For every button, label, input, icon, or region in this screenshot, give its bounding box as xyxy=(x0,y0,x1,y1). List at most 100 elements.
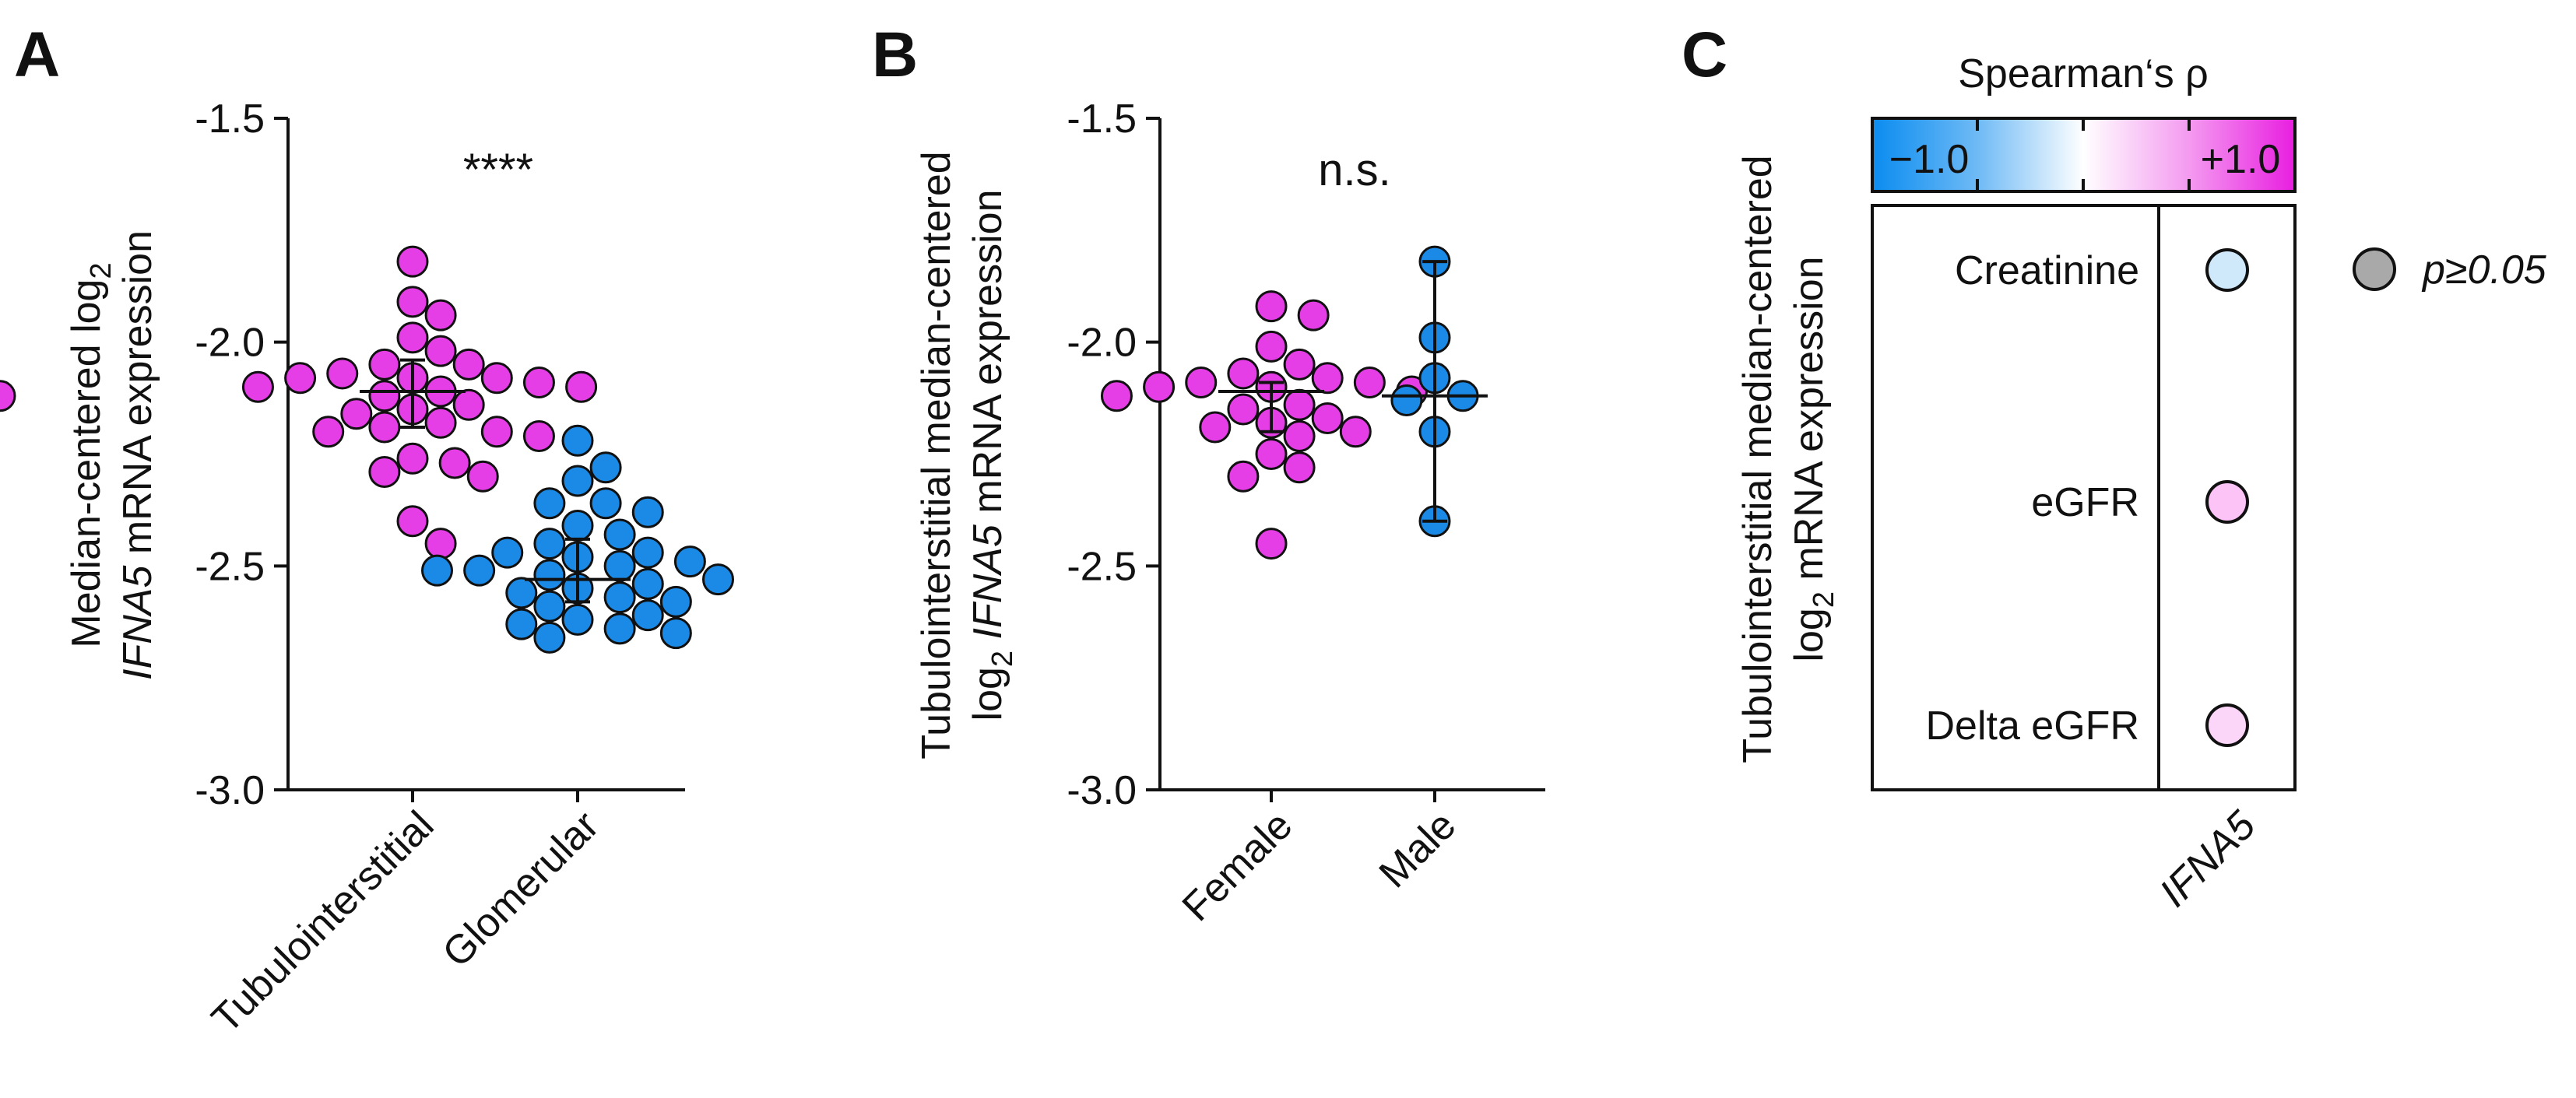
y-label-c: Tubulointerstitial median-centered log2 … xyxy=(1735,155,1840,763)
b-point-female xyxy=(1199,411,1232,444)
a-point-tubulointerstitial xyxy=(396,286,429,318)
b-point-female xyxy=(1339,416,1372,448)
y-tick-label: -2.0 xyxy=(195,321,265,366)
category-label-tubulointerstitial: Tubulointerstitial xyxy=(203,802,442,1041)
b-point-female xyxy=(1185,366,1218,398)
a-point-glomerular xyxy=(659,617,692,650)
a-point-glomerular xyxy=(561,510,594,542)
b-point-female xyxy=(1297,299,1330,332)
y-tick-label: -2.5 xyxy=(1067,544,1137,589)
b-point-female xyxy=(1100,380,1133,412)
panel-label-b: B xyxy=(872,19,918,90)
colorbar-max-label: +1.0 xyxy=(2201,137,2281,182)
y-label-b: Tubulointerstitial median-centered log2 … xyxy=(914,151,1019,759)
a-point-tubulointerstitial xyxy=(424,406,457,439)
a-point-glomerular xyxy=(533,528,566,560)
colorbar-title: Spearman‘s ρ xyxy=(1958,51,2209,96)
a-point-tubulointerstitial xyxy=(368,456,401,489)
y-label-a-line2: IFNA5 mRNA expression xyxy=(115,230,160,680)
a-point-glomerular xyxy=(702,563,734,596)
a-point-glomerular xyxy=(463,554,496,587)
a-point-glomerular xyxy=(533,590,566,623)
a-point-glomerular xyxy=(533,487,566,520)
b-point-female xyxy=(1311,362,1344,395)
y-ticks-a: -3.0 -2.5 -2.0 -1.5 xyxy=(195,96,288,813)
b-point-male xyxy=(1390,384,1423,416)
y-tick-label: -2.5 xyxy=(195,544,265,589)
a-point-tubulointerstitial xyxy=(480,416,513,448)
a-point-tubulointerstitial xyxy=(522,366,555,398)
bubble-delta-egfr xyxy=(2205,703,2249,747)
a-point-glomerular xyxy=(631,536,664,569)
heatmap-cells: Creatinine eGFR Delta eGFR xyxy=(1925,248,2249,749)
a-point-tubulointerstitial xyxy=(368,348,401,381)
heatmap-frame xyxy=(1871,204,2297,791)
a-point-glomerular xyxy=(491,536,524,569)
y-tick-label: -2.0 xyxy=(1067,321,1137,366)
a-point-tubulointerstitial xyxy=(368,411,401,444)
y-label-c-line2: log2 mRNA expression xyxy=(1787,256,1840,661)
colorbar-min-label: −1.0 xyxy=(1889,137,1970,182)
bubble-egfr xyxy=(2205,480,2249,524)
a-point-tubulointerstitial xyxy=(326,357,359,390)
panel-label-a: A xyxy=(14,19,60,90)
a-point-tubulointerstitial xyxy=(396,505,429,538)
a-point-tubulointerstitial xyxy=(438,447,471,479)
a-point-glomerular xyxy=(603,581,636,614)
b-point-female xyxy=(1143,370,1176,403)
a-point-glomerular xyxy=(631,567,664,600)
a-point-tubulointerstitial xyxy=(452,388,485,421)
significance-legend: p≥0.05 xyxy=(2353,247,2547,293)
a-point-tubulointerstitial xyxy=(466,460,499,493)
a-point-glomerular xyxy=(589,487,622,520)
a-point-glomerular xyxy=(505,577,538,609)
a-point-glomerular xyxy=(631,599,664,632)
a-point-glomerular xyxy=(533,559,566,591)
a-point-glomerular xyxy=(589,451,622,484)
legend-label: p≥0.05 xyxy=(2421,247,2547,293)
a-point-tubulointerstitial xyxy=(452,348,485,381)
b-point-female xyxy=(1227,357,1260,390)
a-point-glomerular xyxy=(673,545,706,578)
category-label-glomerular: Glomerular xyxy=(434,802,608,976)
b-point-female xyxy=(1255,290,1288,323)
panel-label-c: C xyxy=(1682,19,1727,90)
panel-c: C Spearman‘s ρ −1.0 +1.0 Creatinine eGFR D… xyxy=(1682,19,2547,916)
a-point-tubulointerstitial xyxy=(424,335,457,367)
a-point-tubulointerstitial xyxy=(396,442,429,475)
a-point-tubulointerstitial xyxy=(424,299,457,332)
b-point-female xyxy=(1311,402,1344,434)
y-tick-label: -1.5 xyxy=(195,96,265,142)
legend-marker xyxy=(2353,247,2396,291)
a-point-glomerular xyxy=(603,518,636,551)
a-point-glomerular xyxy=(421,554,453,587)
a-point-glomerular xyxy=(561,603,594,636)
row-label-delta-egfr: Delta eGFR xyxy=(1925,703,2139,749)
a-point-glomerular xyxy=(561,465,594,497)
a-point-glomerular xyxy=(533,621,566,654)
a-point-tubulointerstitial xyxy=(284,362,317,395)
a-point-tubulointerstitial xyxy=(340,398,373,430)
b-point-female xyxy=(1227,393,1260,426)
a-point-tubulointerstitial xyxy=(396,245,429,278)
column-label-ifna5: IFNA5 xyxy=(2151,802,2265,916)
colorbar: −1.0 +1.0 xyxy=(1871,117,2297,193)
y-tick-label: -3.0 xyxy=(1067,768,1137,813)
b-point-female xyxy=(1353,366,1386,398)
a-point-tubulointerstitial xyxy=(368,380,401,412)
y-tick-label: -1.5 xyxy=(1067,96,1137,142)
points-a xyxy=(0,245,734,654)
a-point-glomerular xyxy=(603,612,636,645)
a-point-glomerular xyxy=(631,496,664,528)
b-point-female xyxy=(1227,460,1260,493)
y-label-b-line2: log2 IFNA5 mRNA expression xyxy=(965,190,1019,721)
a-point-tubulointerstitial xyxy=(241,370,274,403)
a-point-glomerular xyxy=(561,424,594,457)
a-point-tubulointerstitial xyxy=(0,380,16,412)
a-point-tubulointerstitial xyxy=(565,370,598,403)
b-point-female xyxy=(1255,330,1288,363)
y-label-a: Median-centered log2 IFNA5 mRNA expressi… xyxy=(64,230,160,680)
a-point-tubulointerstitial xyxy=(396,321,429,354)
a-point-tubulointerstitial xyxy=(480,362,513,395)
